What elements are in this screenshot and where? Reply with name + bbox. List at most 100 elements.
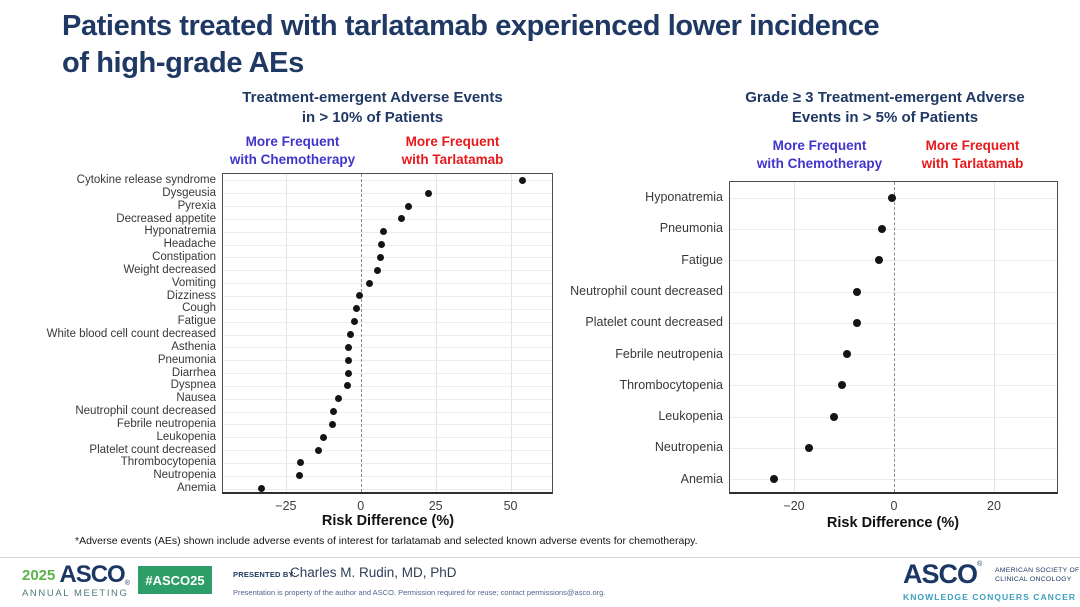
asco-annual-meeting-logo: 2025 ASCO ® ANNUAL MEETING — [22, 563, 130, 600]
slide-title-line-2: of high-grade AEs — [62, 46, 304, 79]
chart2-title: Grade ≥ 3 Treatment-emergent Adverse Eve… — [710, 88, 1060, 127]
y-gridline — [223, 462, 552, 464]
y-gridline — [223, 218, 552, 220]
y-gridline — [223, 360, 552, 362]
y-gridline — [223, 450, 552, 452]
x-tick-label: 0 — [890, 499, 898, 513]
y-axis-label: Decreased appetite — [116, 212, 216, 225]
x-gridline — [285, 174, 287, 492]
meeting-year: 2025 — [22, 567, 56, 584]
chart1-title: Treatment-emergent Adverse Events in > 1… — [200, 88, 545, 127]
data-point — [842, 350, 851, 359]
y-axis-label: Pneumonia — [659, 221, 723, 236]
x-gridline — [435, 174, 437, 492]
data-point — [376, 253, 384, 261]
y-gridline — [223, 398, 552, 400]
y-gridline — [223, 411, 552, 413]
data-point — [805, 444, 813, 453]
y-gridline — [223, 385, 552, 387]
y-gridline — [223, 321, 552, 323]
chart1-legend-chemo-line-2: with Chemotherapy — [229, 151, 356, 167]
data-point — [405, 202, 413, 210]
x-gridline — [994, 182, 995, 492]
x-tick-label: 0 — [357, 499, 365, 513]
y-axis-label: Leukopenia — [658, 409, 723, 424]
y-axis-label: Pneumonia — [157, 353, 216, 366]
data-point — [424, 189, 432, 197]
y-gridline — [223, 257, 552, 259]
y-gridline — [223, 295, 552, 297]
data-point — [345, 369, 353, 377]
data-point — [319, 433, 327, 441]
hashtag-badge: #ASCO25 — [138, 566, 212, 594]
x-gridline — [794, 182, 795, 492]
y-gridline — [223, 488, 552, 490]
y-gridline — [223, 206, 552, 208]
chart1-title-line-2: in > 10% of Patients — [301, 108, 444, 126]
asco-annual-meeting-wordmark: 2025 ASCO ® — [22, 563, 130, 588]
society-name: AMERICAN SOCIETY OF CLINICAL ONCOLOGY — [995, 567, 1080, 585]
y-axis-label: Asthenia — [171, 340, 216, 353]
registered-mark-icon: ® — [977, 561, 983, 568]
presented-by-label: PRESENTED BY: — [233, 570, 296, 579]
y-axis-label: Pyrexia — [177, 199, 216, 212]
x-tick-label: 20 — [987, 499, 1001, 513]
y-gridline — [223, 180, 552, 182]
asco-society-logo: ASCO® AMERICAN SOCIETY OF CLINICAL ONCOL… — [903, 561, 1079, 603]
y-gridline — [223, 373, 552, 375]
chart2-title-line-1: Grade ≥ 3 Treatment-emergent Adverse — [745, 89, 1025, 106]
x-gridline — [510, 174, 512, 492]
y-axis-label: Thrombocytopenia — [120, 456, 216, 469]
y-axis-label: Hyponatremia — [144, 225, 216, 238]
y-axis-label: Weight decreased — [123, 263, 216, 276]
data-point — [852, 318, 861, 327]
y-gridline — [223, 437, 552, 439]
society-name-line-2: CLINICAL ONCOLOGY — [995, 575, 1072, 583]
chart2-title-line-2: Events in > 5% of Patients — [791, 108, 979, 126]
y-gridline — [223, 283, 552, 285]
y-gridline — [730, 291, 1057, 293]
footer-bar: 2025 ASCO ® ANNUAL MEETING #ASCO25 PRESE… — [0, 557, 1080, 607]
chart1-legend-tarla-line-1: More Frequent — [405, 134, 500, 149]
y-axis-label: Anemia — [177, 482, 216, 495]
y-axis-label: Febrile neutropenia — [615, 346, 723, 361]
chart2-legend-tarla-line-1: More Frequent — [925, 138, 1020, 153]
y-gridline — [223, 244, 552, 246]
zero-reference-line — [360, 174, 362, 492]
chart1-x-axis-title: Risk Difference (%) — [321, 513, 455, 529]
y-gridline — [223, 270, 552, 272]
y-axis-label: Dizziness — [166, 289, 216, 302]
chart1-legend-tarla-line-2: with Tarlatamab — [401, 151, 504, 167]
data-point — [830, 412, 838, 421]
society-name-line-1: AMERICAN SOCIETY OF — [995, 567, 1080, 574]
data-point — [875, 256, 883, 265]
chart2-plot-area: −20 0 20 Hyponatremia Pneumonia Fatigue Neutro… — [570, 181, 1058, 513]
annual-meeting-label: ANNUAL MEETING — [22, 588, 129, 599]
y-axis-label: Febrile neutropenia — [116, 417, 216, 430]
chart1-legend-more-frequent-tarlatamab: More Frequent with Tarlatamab — [370, 133, 535, 168]
y-axis-label: Nausea — [176, 392, 216, 405]
y-axis-label: Neutropenia — [654, 440, 723, 455]
data-point — [258, 485, 266, 493]
y-gridline — [223, 231, 552, 233]
chart2-legend-tarla-line-2: with Tarlatamab — [921, 155, 1024, 171]
chart2-legend-more-frequent-tarlatamab: More Frequent with Tarlatamab — [890, 137, 1055, 172]
y-gridline — [730, 448, 1057, 450]
y-axis-label: Anemia — [680, 471, 723, 486]
x-tick-label: −25 — [275, 499, 297, 513]
slide-title: Patients treated with tarlatamab experie… — [62, 8, 880, 81]
y-gridline — [223, 193, 552, 195]
data-point — [852, 287, 861, 296]
chart1-title-line-1: Treatment-emergent Adverse Events — [242, 89, 503, 106]
data-point — [352, 305, 360, 313]
y-axis-label: Neutropenia — [153, 469, 216, 482]
data-point — [355, 292, 363, 300]
data-point — [519, 176, 527, 184]
y-gridline — [730, 228, 1057, 230]
data-point — [334, 395, 342, 403]
data-point — [887, 193, 896, 202]
chart1-plot-area: −25 0 25 50 Cytokine release syndrome Dysgeus… — [47, 173, 553, 513]
y-gridline — [730, 322, 1057, 324]
chart2-legend-chemo-line-2: with Chemotherapy — [756, 155, 883, 171]
y-axis-label: Vomiting — [171, 276, 216, 289]
